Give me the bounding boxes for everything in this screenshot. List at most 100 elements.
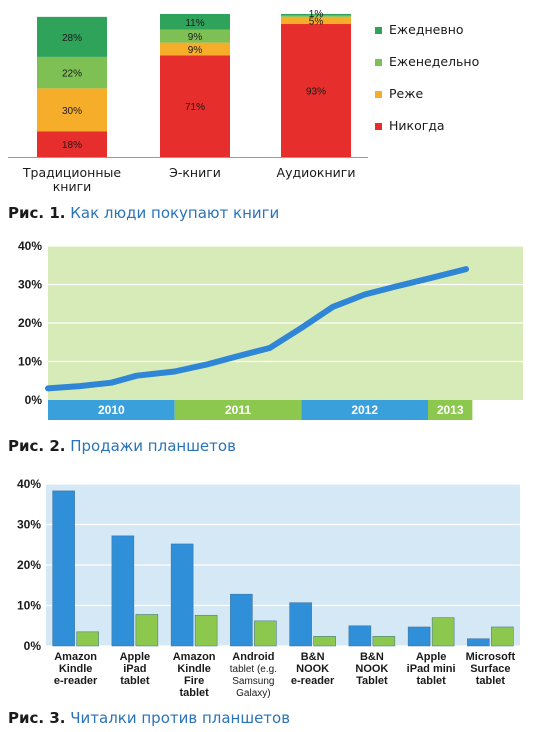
year-band-label: 2013 bbox=[437, 403, 464, 417]
category-label: tablet (e.g. bbox=[230, 664, 277, 675]
bar bbox=[170, 543, 194, 647]
year-band bbox=[301, 400, 428, 420]
category-label: Android bbox=[232, 651, 274, 663]
stack-segment bbox=[37, 56, 107, 89]
y-tick-label: 10% bbox=[17, 599, 41, 613]
category-label: Amazon bbox=[54, 651, 97, 663]
figure-2-caption-number: Рис. 2. bbox=[8, 437, 66, 455]
bar bbox=[135, 614, 159, 647]
figure-3-caption-text: Читалки против планшетов bbox=[70, 709, 291, 727]
category-label: Tablet bbox=[356, 675, 388, 687]
legend-swatch bbox=[375, 91, 382, 98]
data-label: 30% bbox=[62, 106, 82, 117]
bar bbox=[313, 636, 336, 647]
category-label: e-reader bbox=[291, 675, 335, 687]
category-label: B&N bbox=[301, 651, 325, 663]
category-label: tablet bbox=[476, 675, 506, 687]
year-band bbox=[428, 400, 473, 420]
figure-3: 0% 10% 20% 30% 40% Amazon Kindle e-reader Apple i… bbox=[0, 470, 533, 732]
stack-segment bbox=[281, 15, 351, 17]
category-label: книги bbox=[53, 179, 92, 194]
figure-3-caption: Рис. 3. Читалки против планшетов bbox=[8, 709, 290, 727]
stack-segment bbox=[160, 14, 230, 30]
bar bbox=[52, 490, 75, 647]
year-band bbox=[174, 400, 302, 420]
stack-segment bbox=[281, 14, 351, 16]
category-label: Galaxy) bbox=[236, 688, 270, 699]
y-tick-label: 20% bbox=[17, 558, 41, 572]
bar bbox=[372, 636, 396, 647]
bar bbox=[254, 620, 277, 647]
y-tick-label: 30% bbox=[17, 518, 41, 532]
data-label: 71% bbox=[185, 102, 205, 113]
data-label: 11% bbox=[185, 18, 204, 29]
category-label: Apple bbox=[416, 651, 447, 663]
data-label: 28% bbox=[62, 33, 82, 44]
figure-2-caption: Рис. 2. Продажи планшетов bbox=[8, 437, 236, 455]
bar bbox=[491, 626, 514, 647]
bar bbox=[76, 631, 99, 647]
bar bbox=[230, 593, 253, 647]
y-tick-label: 40% bbox=[17, 477, 41, 491]
category-label: Kindle bbox=[59, 663, 93, 675]
data-label: 93% bbox=[306, 87, 326, 98]
stack-segment bbox=[37, 131, 107, 157]
category-label: B&N bbox=[360, 651, 384, 663]
y-tick-label: 10% bbox=[18, 355, 42, 369]
category-label: Apple bbox=[120, 651, 151, 663]
data-label: 18% bbox=[62, 140, 82, 151]
y-tick-label: 0% bbox=[25, 393, 43, 407]
category-label: Традиционные bbox=[22, 165, 121, 180]
figure-1-caption-text: Как люди покупают книги bbox=[70, 204, 280, 222]
bar bbox=[348, 625, 372, 647]
y-tick-label: 0% bbox=[24, 639, 42, 653]
category-label: Kindle bbox=[177, 663, 211, 675]
year-band bbox=[48, 400, 175, 420]
category-label: Аудиокниги bbox=[277, 165, 356, 180]
bar bbox=[289, 602, 312, 647]
legend-swatch bbox=[375, 59, 382, 66]
category-label: Amazon bbox=[173, 651, 216, 663]
category-label: Samsung bbox=[232, 676, 274, 687]
category-label: tablet bbox=[416, 675, 446, 687]
stack-segment bbox=[281, 16, 351, 25]
year-band-label: 2012 bbox=[351, 403, 378, 417]
category-label: NOOK bbox=[296, 663, 329, 675]
y-tick-label: 20% bbox=[18, 316, 42, 330]
bar bbox=[431, 617, 455, 647]
category-label: tablet bbox=[179, 687, 209, 699]
series-line bbox=[45, 266, 469, 392]
category-label: Surface bbox=[470, 663, 510, 675]
figure-3-caption-number: Рис. 3. bbox=[8, 709, 66, 727]
category-label: iPad bbox=[123, 663, 146, 675]
legend-label: Никогда bbox=[389, 118, 445, 133]
data-label: 22% bbox=[62, 69, 82, 80]
bar bbox=[467, 638, 490, 647]
data-label: 9% bbox=[188, 45, 203, 56]
year-band-label: 2010 bbox=[98, 403, 125, 417]
category-label: Fire bbox=[184, 675, 204, 687]
category-label: e-reader bbox=[54, 675, 98, 687]
category-label: Microsoft bbox=[466, 651, 516, 663]
legend-label: Еженедельно bbox=[389, 54, 479, 69]
stack-segment bbox=[160, 42, 230, 56]
stack-segment bbox=[160, 29, 230, 43]
figure-1: 18% 30% 22% 28% Традиционные книги 71% 9% 9% 11% Э… bbox=[0, 0, 533, 230]
category-label: tablet bbox=[120, 675, 150, 687]
category-label: Э-книги bbox=[169, 165, 221, 180]
figure-2-caption-text: Продажи планшетов bbox=[70, 437, 236, 455]
stack-segment bbox=[281, 24, 351, 158]
grouped-bar-chart: 0%10%20%30%40%AmazonKindlee-readerApplei… bbox=[17, 477, 520, 699]
year-band-label: 2011 bbox=[225, 403, 251, 417]
category-label: NOOK bbox=[355, 663, 388, 675]
y-tick-label: 30% bbox=[18, 278, 42, 292]
bar bbox=[111, 535, 135, 647]
category-label: iPad mini bbox=[407, 663, 456, 675]
line-chart: 0% 10% 20% 30% 40% 2010 2011 2012 2013 bbox=[18, 239, 523, 420]
y-tick-label: 40% bbox=[18, 239, 42, 253]
stack-segment bbox=[160, 55, 230, 157]
data-label: 1% bbox=[309, 9, 324, 20]
figure-1-caption: Рис. 1. Как люди покупают книги bbox=[8, 204, 279, 222]
bar bbox=[407, 626, 431, 647]
